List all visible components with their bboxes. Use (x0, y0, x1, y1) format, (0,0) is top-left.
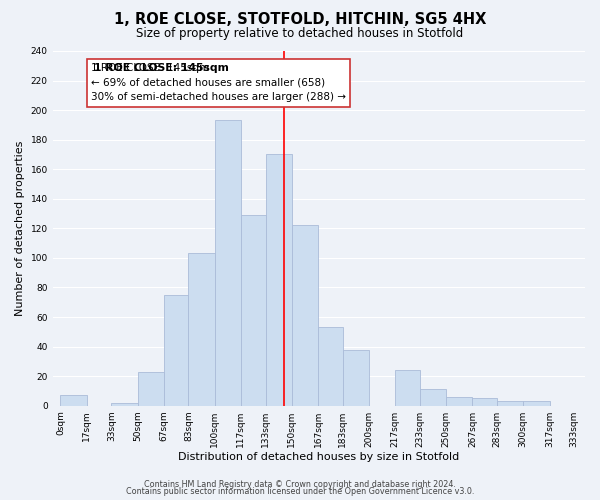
Bar (266, 154, 292, 406)
Bar (61, 396, 86, 406)
Bar (241, 215, 266, 406)
Bar (188, 254, 215, 406)
Bar (420, 390, 446, 406)
Bar (164, 295, 188, 406)
Bar (215, 120, 241, 406)
Y-axis label: Number of detached properties: Number of detached properties (15, 140, 25, 316)
Text: Contains HM Land Registry data © Crown copyright and database right 2024.: Contains HM Land Registry data © Crown c… (144, 480, 456, 489)
Bar (318, 328, 343, 406)
Text: Contains public sector information licensed under the Open Government Licence v3: Contains public sector information licen… (126, 488, 474, 496)
Bar (523, 402, 550, 406)
Bar (137, 372, 164, 406)
Text: 1 ROE CLOSE: 145sqm: 1 ROE CLOSE: 145sqm (94, 63, 229, 73)
Bar (112, 403, 137, 406)
Bar (497, 402, 523, 406)
Bar (395, 370, 420, 406)
Text: 1 ROE CLOSE: 145sqm
← 69% of detached houses are smaller (658)
30% of semi-detac: 1 ROE CLOSE: 145sqm ← 69% of detached ho… (91, 63, 346, 102)
Bar (472, 398, 497, 406)
Text: 1, ROE CLOSE, STOTFOLD, HITCHIN, SG5 4HX: 1, ROE CLOSE, STOTFOLD, HITCHIN, SG5 4HX (114, 12, 486, 28)
Text: Size of property relative to detached houses in Stotfold: Size of property relative to detached ho… (136, 28, 464, 40)
Bar (343, 350, 369, 406)
Bar (446, 397, 472, 406)
X-axis label: Distribution of detached houses by size in Stotfold: Distribution of detached houses by size … (178, 452, 460, 462)
Bar (292, 226, 318, 406)
